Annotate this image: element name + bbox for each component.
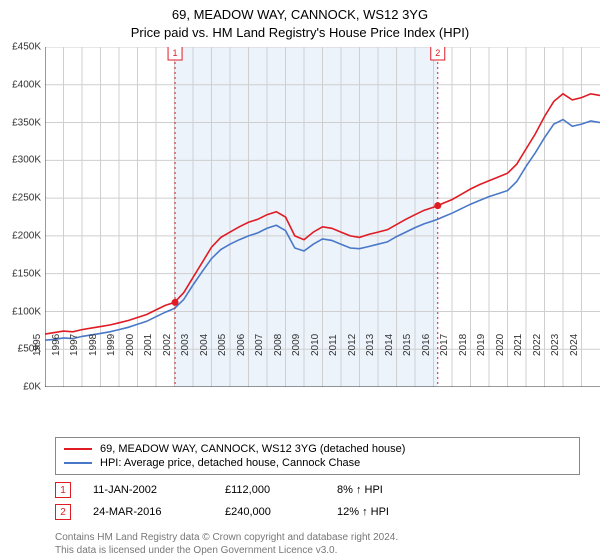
y-tick-label: £450K (12, 42, 41, 53)
x-axis-labels: 1995199619971998199920002001200220032004… (35, 352, 590, 402)
y-tick-label: £300K (12, 155, 41, 166)
marker-row-price: £240,000 (225, 506, 315, 518)
y-tick-label: £250K (12, 193, 41, 204)
y-tick-label: £200K (12, 230, 41, 241)
title-line-2: Price paid vs. HM Land Registry's House … (10, 24, 590, 42)
marker-row-date: 11-JAN-2002 (93, 484, 203, 496)
marker-table: 1 11-JAN-2002 £112,000 8% ↑ HPI 2 24-MAR-2016… (55, 479, 580, 523)
legend: 69, MEADOW WAY, CANNOCK, WS12 3YG (detac… (55, 437, 580, 475)
y-tick-label: £150K (12, 268, 41, 279)
marker-num-1: 1 (173, 48, 178, 58)
marker-row: 2 24-MAR-2016 £240,000 12% ↑ HPI (55, 501, 580, 523)
marker-row-date: 24-MAR-2016 (93, 506, 203, 518)
marker-dot-1 (172, 299, 179, 306)
legend-label: HPI: Average price, detached house, Cann… (100, 457, 360, 469)
legend-item: HPI: Average price, detached house, Cann… (64, 456, 571, 470)
chart-title: 69, MEADOW WAY, CANNOCK, WS12 3YG Price … (10, 6, 590, 41)
footer: Contains HM Land Registry data © Crown c… (55, 531, 580, 557)
y-tick-label: £100K (12, 306, 41, 317)
marker-row-num: 2 (55, 504, 71, 520)
marker-row-delta: 8% ↑ HPI (337, 484, 383, 496)
marker-row: 1 11-JAN-2002 £112,000 8% ↑ HPI (55, 479, 580, 501)
y-tick-label: £350K (12, 117, 41, 128)
marker-row-num: 1 (55, 482, 71, 498)
marker-row-price: £112,000 (225, 484, 315, 496)
marker-num-2: 2 (435, 48, 440, 58)
legend-swatch (64, 448, 92, 450)
footer-line-1: Contains HM Land Registry data © Crown c… (55, 531, 580, 544)
marker-dot-2 (434, 202, 441, 209)
legend-item: 69, MEADOW WAY, CANNOCK, WS12 3YG (detac… (64, 442, 571, 456)
y-tick-label: £400K (12, 79, 41, 90)
marker-row-delta: 12% ↑ HPI (337, 506, 389, 518)
title-line-1: 69, MEADOW WAY, CANNOCK, WS12 3YG (10, 6, 590, 24)
legend-swatch (64, 462, 92, 464)
legend-label: 69, MEADOW WAY, CANNOCK, WS12 3YG (detac… (100, 443, 405, 455)
footer-line-2: This data is licensed under the Open Gov… (55, 544, 580, 557)
